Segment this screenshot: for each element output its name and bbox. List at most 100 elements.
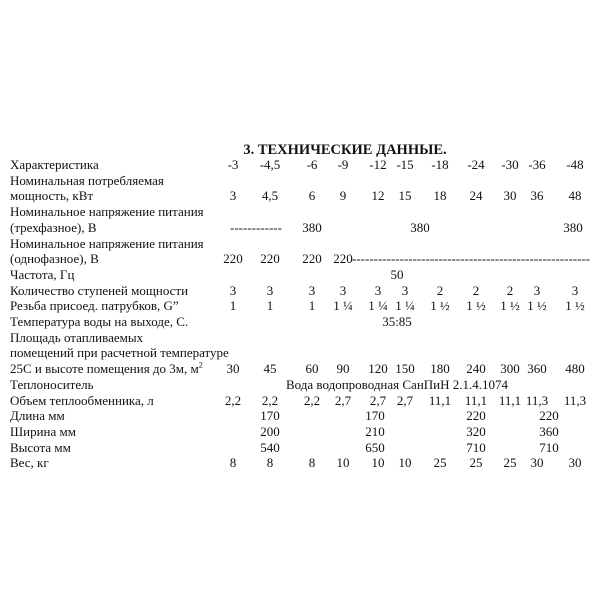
cell-value: 9 <box>339 188 347 204</box>
row-label: Длина мм <box>10 408 65 424</box>
cell-value: 1 <box>266 298 274 314</box>
cell-value: 150 <box>395 361 415 377</box>
cell-value: -15 <box>396 157 414 172</box>
cell-value: -18 <box>431 157 449 172</box>
row-label: Количество ступеней мощности <box>10 282 189 298</box>
cell-value: 12 <box>371 188 385 204</box>
cell-value: 2 <box>506 282 514 298</box>
cell-value: 30 <box>530 455 544 471</box>
cell-value: 90 <box>336 361 350 377</box>
cell-value: 30 <box>226 361 240 377</box>
row-label: помещений при расчетной температуре <box>10 345 229 361</box>
cell-value: 2,2 <box>261 392 279 408</box>
cell-value: 240 <box>466 361 486 377</box>
dash-placeholder: ----------------------------------------… <box>352 251 590 267</box>
row-label: Резьба присоед. патрубков, G” <box>10 298 179 314</box>
cell-value: 360 <box>527 361 547 377</box>
cell-value: -4,5 <box>259 157 281 172</box>
cell-value: 3 <box>374 282 382 298</box>
row-label: мощность, кВт <box>10 188 94 204</box>
cell-value: 18 <box>433 188 447 204</box>
cell-value: -6 <box>306 157 318 172</box>
cell-value: 300 <box>500 361 520 377</box>
row-label: (однофазное), В <box>10 251 99 267</box>
cell-value: 3 <box>571 282 579 298</box>
cell-value: -24 <box>467 157 485 172</box>
cell-value: 170 <box>260 408 280 424</box>
spanning-value: 50 <box>390 266 404 282</box>
cell-value: 3 <box>229 188 237 204</box>
cell-value: 3 <box>229 282 237 298</box>
cell-value: 710 <box>466 439 486 455</box>
cell-value: 380 <box>302 219 322 235</box>
cell-value: 11,1 <box>498 392 522 408</box>
cell-value: 3 <box>266 282 274 298</box>
cell-value: 11,1 <box>464 392 488 408</box>
row-label: Номинальное напряжение питания <box>10 204 204 220</box>
cell-value: 25 <box>469 455 483 471</box>
cell-value: 10 <box>336 455 350 471</box>
cell-value: 360 <box>539 423 559 439</box>
cell-value: 1 ¼ <box>333 298 353 314</box>
cell-value: 220 <box>466 408 486 424</box>
cell-value: 10 <box>398 455 412 471</box>
row-label: Объем теплообменника, л <box>10 392 154 408</box>
cell-value: 2,2 <box>224 392 242 408</box>
cell-value: 2 <box>436 282 444 298</box>
cell-value: 8 <box>266 455 274 471</box>
cell-value: 11,3 <box>525 392 549 408</box>
cell-value: -30 <box>501 157 519 172</box>
cell-value: 24 <box>469 188 483 204</box>
cell-value: -9 <box>337 157 349 172</box>
cell-value: 1 ½ <box>500 298 520 314</box>
cell-value: 1 <box>308 298 316 314</box>
cell-value: 6 <box>308 188 316 204</box>
cell-value: 380 <box>410 219 430 235</box>
cell-value: 1 ¼ <box>368 298 388 314</box>
row-label: Теплоноситель <box>10 376 94 392</box>
row-label: Вес, кг <box>10 455 49 471</box>
row-label: Площадь отапливаемых <box>10 329 144 345</box>
row-label: (трехфазное), В <box>10 219 97 235</box>
cell-value: 1 ½ <box>527 298 547 314</box>
cell-value: 3 <box>308 282 316 298</box>
cell-value: 3 <box>401 282 409 298</box>
cell-value: 25 <box>503 455 517 471</box>
section-title: 3. ТЕХНИЧЕСКИЕ ДАННЫЕ. <box>243 142 447 158</box>
cell-value: 2,2 <box>303 392 321 408</box>
cell-value: 710 <box>539 439 559 455</box>
cell-value: 1 ½ <box>430 298 450 314</box>
cell-value: 220 <box>302 251 322 267</box>
cell-value: 3 <box>533 282 541 298</box>
row-label: Ширина мм <box>10 423 76 439</box>
cell-value: 11,1 <box>428 392 452 408</box>
row-label: Частота, Гц <box>10 266 75 282</box>
cell-value: 2,7 <box>396 392 414 408</box>
cell-value: 180 <box>430 361 450 377</box>
spanning-value: Вода водопроводная СанПиН 2.1.4.1074 <box>285 376 509 392</box>
cell-value: 11,3 <box>563 392 587 408</box>
cell-value: 1 ½ <box>565 298 585 314</box>
cell-value: 2,7 <box>334 392 352 408</box>
cell-value: 60 <box>305 361 319 377</box>
cell-value: 1 ½ <box>466 298 486 314</box>
cell-value: 3 <box>339 282 347 298</box>
row-label: Номинальное напряжение питания <box>10 235 204 251</box>
row-label: Температура воды на выходе, С. <box>10 314 189 329</box>
cell-value: 170 <box>365 408 385 424</box>
cell-value: 25 <box>433 455 447 471</box>
row-label: 25С и высоте помещения до 3м, м2 <box>10 360 203 377</box>
cell-value: 220 <box>223 251 243 267</box>
spanning-value: 35:85 <box>382 314 412 329</box>
cell-value: -36 <box>528 157 546 172</box>
cell-value: 220 <box>539 408 559 424</box>
cell-value: -48 <box>566 157 584 172</box>
cell-value: 650 <box>365 439 385 455</box>
cell-value: 1 ¼ <box>395 298 415 314</box>
cell-value: 30 <box>568 455 582 471</box>
cell-value: -12 <box>369 157 387 172</box>
cell-value: 30 <box>503 188 517 204</box>
row-label: Характеристика <box>10 157 99 172</box>
cell-value: 36 <box>530 188 544 204</box>
cell-value: 320 <box>466 423 486 439</box>
